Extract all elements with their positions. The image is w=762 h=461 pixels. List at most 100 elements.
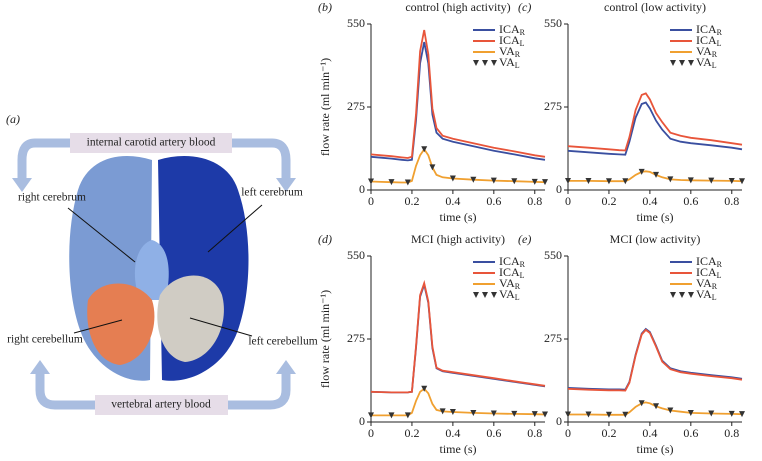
chart: (c) control (low activity) time (s) 0 275 550… [518, 0, 745, 224]
marker [421, 385, 428, 392]
marker [368, 178, 374, 185]
x-tick-label: 0 [368, 426, 374, 440]
marker [368, 412, 374, 419]
x-tick-label: 0.8 [724, 426, 739, 440]
x-axis-label: time (s) [637, 442, 674, 456]
legend-label: ICAR [499, 254, 526, 269]
chart-title: MCI (low activity) [610, 232, 701, 246]
marker [653, 171, 660, 178]
panel-label: (b) [318, 0, 332, 14]
legend-marker [679, 60, 685, 66]
legend-label: VAR [499, 276, 521, 291]
x-axis-label: time (s) [440, 442, 477, 456]
marker [404, 179, 411, 186]
legend-marker [482, 60, 488, 66]
series-line [370, 147, 546, 184]
x-tick-label: 0.8 [527, 426, 542, 440]
panel-label: (e) [518, 232, 531, 246]
region-label: right cerebrum [18, 192, 86, 204]
marker [638, 168, 645, 175]
y-tick-label: 550 [347, 16, 365, 30]
marker [605, 411, 612, 418]
marker [605, 178, 612, 185]
region-label: left cerebrum [241, 187, 303, 199]
y-tick-label: 550 [544, 248, 562, 262]
marker [542, 179, 548, 186]
y-tick-label: 0 [556, 182, 562, 196]
y-axis-label: flow rate (ml min⁻¹) [318, 58, 332, 156]
marker [449, 175, 456, 182]
x-tick-label: 0.6 [683, 194, 698, 208]
chart: (d) MCI (high activity) flow rate (ml min⁻… [318, 232, 548, 456]
legend-marker [482, 292, 488, 298]
pointer [207, 204, 263, 253]
series-line [567, 92, 743, 152]
x-tick-label: 0.4 [642, 426, 657, 440]
label-box [70, 133, 232, 153]
y-tick-label: 0 [359, 182, 365, 196]
marker [388, 179, 395, 186]
arrow-head [12, 178, 32, 192]
marker [511, 410, 518, 417]
chart-title: control (low activity) [604, 0, 706, 14]
marker [667, 407, 674, 414]
marker [565, 177, 571, 184]
legend-marker [688, 292, 694, 298]
legend-label: ICAL [499, 33, 525, 48]
marker [531, 411, 538, 418]
arrow [17, 138, 70, 180]
x-tick-label: 0.2 [404, 426, 419, 440]
marker [687, 409, 694, 416]
legend-marker [670, 60, 676, 66]
y-tick-label: 0 [359, 414, 365, 428]
marker [585, 411, 592, 418]
legend-label: ICAL [499, 265, 525, 280]
right-cerebellum [87, 283, 155, 365]
legend-marker [688, 60, 694, 66]
legend-label: ICAR [696, 22, 723, 37]
marker [531, 178, 538, 185]
legend-marker [670, 292, 676, 298]
marker [585, 177, 592, 184]
region-label: right cerebellum [7, 334, 83, 346]
chart-title: control (high activity) [405, 0, 510, 14]
x-tick-label: 0.6 [486, 194, 501, 208]
marker [490, 177, 497, 184]
legend-label: ICAR [499, 22, 526, 37]
x-tick-label: 0.4 [642, 194, 657, 208]
series-line [568, 401, 743, 416]
marker [490, 410, 497, 417]
chart-title: MCI (high activity) [411, 232, 505, 246]
legend-marker [679, 292, 685, 298]
panel-label: (c) [518, 0, 531, 14]
chart: (e) MCI (low activity) time (s) 0 275 550 0 0.2… [518, 232, 745, 456]
series-line [370, 29, 546, 159]
marker [429, 164, 436, 171]
box-label: internal carotid artery blood [87, 137, 216, 149]
marker [449, 409, 456, 416]
legend-label: VAR [696, 276, 718, 291]
x-axis-label: time (s) [637, 210, 674, 224]
marker [439, 408, 446, 415]
marker [739, 178, 745, 185]
legend-label: VAL [499, 287, 520, 302]
series-line [370, 279, 546, 394]
x-tick-label: 0 [565, 426, 571, 440]
series-line [567, 327, 743, 391]
label-box [95, 395, 228, 415]
legend-label: VAR [696, 44, 718, 59]
y-axis-label: flow rate (ml min⁻¹) [318, 290, 332, 388]
arrow-head [276, 178, 296, 192]
left-cerebellum [157, 275, 224, 362]
marker [667, 176, 674, 183]
pointer [73, 319, 123, 334]
y-tick-label: 0 [556, 414, 562, 428]
legend-label: VAL [696, 55, 717, 70]
marker [728, 410, 735, 417]
x-tick-label: 0.4 [445, 194, 460, 208]
marker [708, 177, 715, 184]
marker [470, 409, 477, 416]
x-tick-label: 0.8 [724, 194, 739, 208]
marker [622, 178, 629, 185]
pointer [67, 207, 136, 263]
